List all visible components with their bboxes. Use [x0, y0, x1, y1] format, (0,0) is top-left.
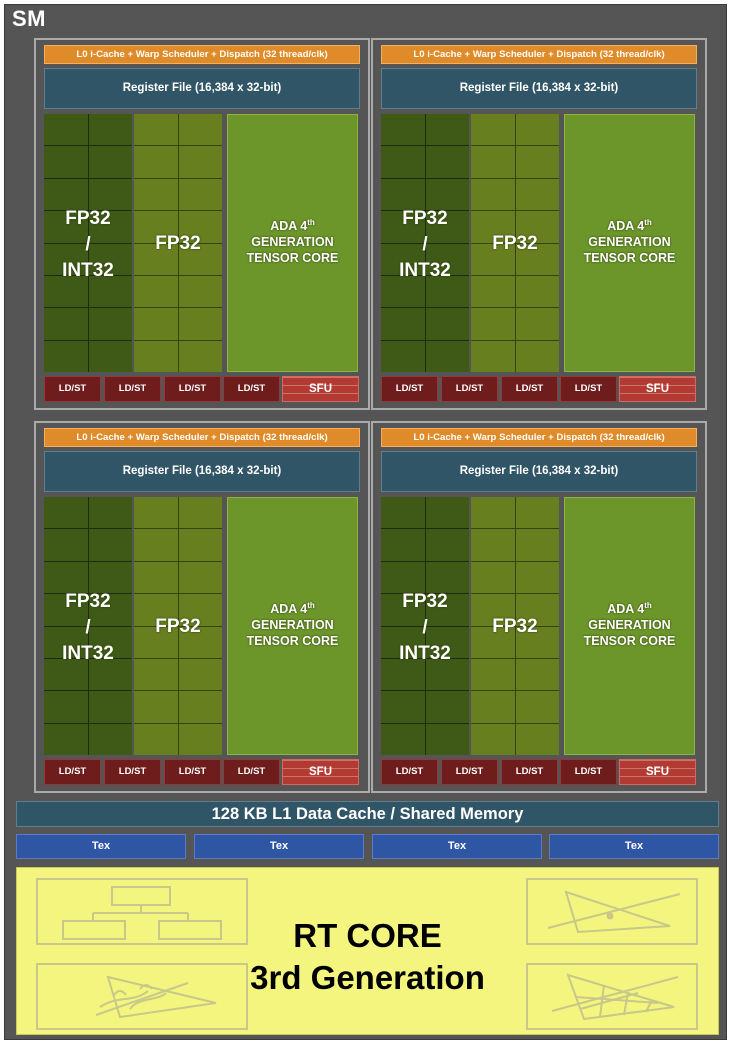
sm-quadrant-bottom-left: L0 i-Cache + Warp Scheduler + Dispatch (…	[34, 421, 370, 793]
sm-quadrant-bottom-right: L0 i-Cache + Warp Scheduler + Dispatch (…	[371, 421, 707, 793]
fp32-label: FP32	[155, 233, 201, 254]
rt-core: RT CORE 3rd Generation	[16, 867, 719, 1035]
sm-title: SM	[12, 6, 46, 31]
ldst-unit: LD/ST	[441, 759, 498, 785]
sfu-unit: SFU	[282, 376, 359, 402]
register-file: Register File (16,384 x 32-bit)	[44, 68, 360, 109]
sm-quadrant-top-right: L0 i-Cache + Warp Scheduler + Dispatch (…	[371, 38, 707, 410]
register-file: Register File (16,384 x 32-bit)	[381, 451, 697, 492]
streaming-multiprocessor: SM L0 i-Cache + Warp Scheduler + Dispatc…	[4, 4, 727, 1040]
tensor-core-block: ADA 4th GENERATION TENSOR CORE	[227, 114, 358, 372]
fp32-int32-label: FP32/INT32	[62, 591, 114, 664]
ldst-unit: LD/ST	[560, 759, 617, 785]
register-file: Register File (16,384 x 32-bit)	[381, 68, 697, 109]
ldst-unit: LD/ST	[381, 759, 438, 785]
register-file: Register File (16,384 x 32-bit)	[44, 451, 360, 492]
ldst-unit: LD/ST	[223, 376, 280, 402]
ldst-unit: LD/ST	[560, 376, 617, 402]
l1-data-cache-shared-memory: 128 KB L1 Data Cache / Shared Memory	[16, 801, 719, 827]
fp32-int32-label: FP32/INT32	[399, 591, 451, 664]
texture-unit: Tex	[194, 834, 364, 859]
tensor-core-block: ADA 4th GENERATION TENSOR CORE	[564, 114, 695, 372]
l0-icache-warp-scheduler: L0 i-Cache + Warp Scheduler + Dispatch (…	[44, 428, 360, 447]
ldst-unit: LD/ST	[223, 759, 280, 785]
tensor-core-block: ADA 4th GENERATION TENSOR CORE	[227, 497, 358, 755]
fp32-int32-core-block: FP32/INT32	[381, 497, 469, 755]
rt-core-title: RT CORE 3rd Generation	[250, 917, 485, 996]
ldst-unit: LD/ST	[381, 376, 438, 402]
fp32-int32-core-block: FP32/INT32	[44, 114, 132, 372]
fp32-int32-label: FP32/INT32	[399, 208, 451, 281]
tensor-core-label: ADA 4th GENERATION TENSOR CORE	[246, 601, 339, 649]
tensor-core-label: ADA 4th GENERATION TENSOR CORE	[583, 218, 676, 266]
texture-unit: Tex	[16, 834, 186, 859]
ldst-unit: LD/ST	[164, 759, 221, 785]
fp32-label: FP32	[155, 616, 201, 637]
fp32-label: FP32	[492, 233, 538, 254]
bvh-tree-icon	[36, 878, 248, 945]
ldst-unit: LD/ST	[104, 376, 161, 402]
sm-quadrant-top-left: L0 i-Cache + Warp Scheduler + Dispatch (…	[34, 38, 370, 410]
fp32-int32-core-block: FP32/INT32	[381, 114, 469, 372]
ldst-unit: LD/ST	[44, 376, 101, 402]
l0-icache-warp-scheduler: L0 i-Cache + Warp Scheduler + Dispatch (…	[44, 45, 360, 64]
sfu-unit: SFU	[619, 376, 696, 402]
fp32-core-block: FP32	[134, 114, 222, 372]
texture-unit: Tex	[372, 834, 542, 859]
sfu-unit: SFU	[282, 759, 359, 785]
displaced-micromesh-icon	[526, 963, 698, 1030]
ldst-unit: LD/ST	[104, 759, 161, 785]
ldst-unit: LD/ST	[441, 376, 498, 402]
texture-unit: Tex	[549, 834, 719, 859]
sfu-unit: SFU	[619, 759, 696, 785]
l0-icache-warp-scheduler: L0 i-Cache + Warp Scheduler + Dispatch (…	[381, 45, 697, 64]
ldst-unit: LD/ST	[501, 759, 558, 785]
opacity-micromap-icon	[36, 963, 248, 1030]
tensor-core-block: ADA 4th GENERATION TENSOR CORE	[564, 497, 695, 755]
fp32-core-block: FP32	[471, 114, 559, 372]
fp32-core-block: FP32	[471, 497, 559, 755]
ldst-unit: LD/ST	[44, 759, 101, 785]
ldst-unit: LD/ST	[164, 376, 221, 402]
ldst-unit: LD/ST	[501, 376, 558, 402]
ray-triangle-intersection-icon	[526, 878, 698, 945]
fp32-core-block: FP32	[134, 497, 222, 755]
fp32-label: FP32	[492, 616, 538, 637]
l0-icache-warp-scheduler: L0 i-Cache + Warp Scheduler + Dispatch (…	[381, 428, 697, 447]
fp32-int32-core-block: FP32/INT32	[44, 497, 132, 755]
tensor-core-label: ADA 4th GENERATION TENSOR CORE	[246, 218, 339, 266]
tensor-core-label: ADA 4th GENERATION TENSOR CORE	[583, 601, 676, 649]
fp32-int32-label: FP32/INT32	[62, 208, 114, 281]
